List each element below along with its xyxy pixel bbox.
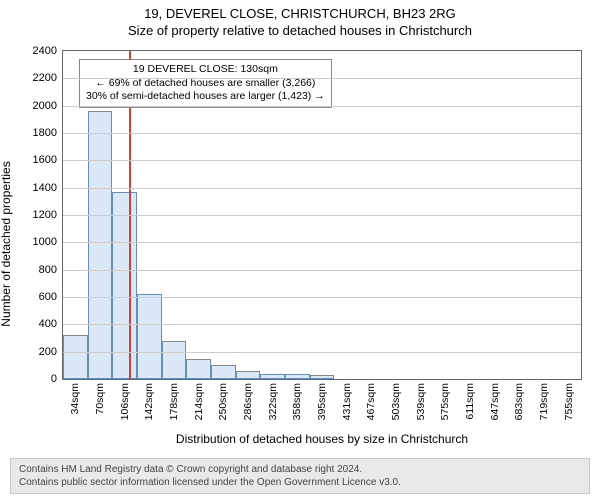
y-tick-label: 2200 (33, 72, 57, 84)
y-axis-label: Number of detached properties (0, 161, 13, 326)
grid-line (63, 133, 581, 134)
address-title: 19, DEVEREL CLOSE, CHRISTCHURCH, BH23 2R… (0, 6, 600, 23)
histogram-bar (285, 374, 310, 379)
histogram-bar (63, 335, 88, 379)
x-tick-label: 286sqm (242, 383, 254, 420)
x-tick-label: 395sqm (316, 383, 328, 420)
annotation-line-3: 30% of semi-detached houses are larger (… (86, 90, 325, 104)
y-tick-label: 600 (39, 291, 57, 303)
grid-line (63, 188, 581, 189)
x-tick-label: 683sqm (513, 383, 525, 420)
grid-line (63, 78, 581, 79)
x-tick-label: 142sqm (143, 383, 155, 420)
x-tick-label: 755sqm (563, 383, 575, 420)
x-tick-label: 431sqm (341, 383, 353, 420)
histogram-bar (137, 294, 162, 379)
x-tick-label: 503sqm (390, 383, 402, 420)
annotation-line-1: 19 DEVEREL CLOSE: 130sqm (86, 63, 325, 77)
footer-line-1: Contains HM Land Registry data © Crown c… (19, 463, 581, 476)
histogram-bar (88, 111, 113, 379)
y-tick-label: 800 (39, 264, 57, 276)
grid-line (63, 160, 581, 161)
grid-line (63, 270, 581, 271)
attribution-footer: Contains HM Land Registry data © Crown c… (10, 458, 590, 494)
grid-line (63, 215, 581, 216)
y-tick-label: 1400 (33, 182, 57, 194)
x-axis-label: Distribution of detached houses by size … (62, 432, 582, 446)
y-tick-label: 1000 (33, 236, 57, 248)
x-tick-label: 106sqm (119, 383, 131, 420)
histogram-bar (186, 359, 211, 380)
x-tick-label: 214sqm (193, 383, 205, 420)
x-tick-label: 647sqm (489, 383, 501, 420)
grid-line (63, 242, 581, 243)
grid-line (63, 324, 581, 325)
title-block: 19, DEVEREL CLOSE, CHRISTCHURCH, BH23 2R… (0, 0, 600, 40)
grid-line (63, 352, 581, 353)
y-tick-label: 2000 (33, 100, 57, 112)
histogram-bar (236, 371, 261, 379)
y-tick-label: 1600 (33, 154, 57, 166)
y-tick-label: 0 (51, 373, 57, 385)
grid-line (63, 297, 581, 298)
x-tick-label: 575sqm (439, 383, 451, 420)
subtitle: Size of property relative to detached ho… (0, 23, 600, 40)
x-tick-label: 178sqm (168, 383, 180, 420)
x-tick-label: 322sqm (267, 383, 279, 420)
y-tick-label: 1800 (33, 127, 57, 139)
x-tick-label: 358sqm (291, 383, 303, 420)
y-tick-label: 1200 (33, 209, 57, 221)
x-tick-label: 611sqm (464, 383, 476, 420)
footer-line-2: Contains public sector information licen… (19, 476, 581, 489)
root: 19, DEVEREL CLOSE, CHRISTCHURCH, BH23 2R… (0, 0, 600, 500)
histogram-bar (260, 374, 285, 379)
x-tick-label: 250sqm (217, 383, 229, 420)
x-tick-label: 70sqm (94, 383, 106, 415)
histogram-bar (162, 341, 187, 379)
annotation-box: 19 DEVEREL CLOSE: 130sqm ← 69% of detach… (79, 59, 332, 108)
x-tick-label: 467sqm (365, 383, 377, 420)
histogram-bar (211, 365, 236, 379)
chart-area: Number of detached properties 19 DEVEREL… (0, 44, 600, 444)
y-tick-label: 400 (39, 318, 57, 330)
x-tick-label: 539sqm (415, 383, 427, 420)
y-tick-label: 200 (39, 346, 57, 358)
histogram-bar (310, 375, 335, 379)
x-tick-label: 34sqm (69, 383, 81, 415)
plot-region: 19 DEVEREL CLOSE: 130sqm ← 69% of detach… (62, 50, 582, 380)
x-tick-label: 719sqm (538, 383, 550, 420)
y-tick-label: 2400 (33, 45, 57, 57)
grid-line (63, 106, 581, 107)
